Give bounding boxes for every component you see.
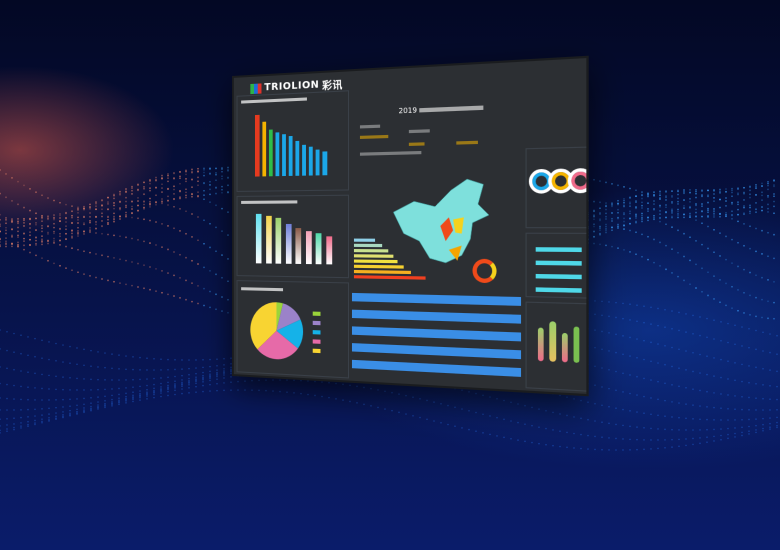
bar [316, 233, 322, 264]
bar [316, 150, 320, 176]
bar [266, 215, 272, 263]
video-wall: TRIOLION 彩讯 2019 [232, 76, 577, 376]
bar [286, 224, 292, 264]
bar [269, 129, 273, 176]
legend-swatch [313, 321, 321, 325]
hbar [354, 254, 393, 258]
bar [296, 228, 302, 264]
panel-gauges [526, 146, 589, 228]
bar [326, 236, 332, 265]
bar [262, 121, 266, 176]
hbar [354, 249, 388, 252]
bar [302, 144, 306, 175]
center-title: 2019 [399, 103, 484, 115]
legend-swatch [313, 330, 321, 334]
horizontal-bars [354, 239, 426, 282]
bar [255, 115, 259, 176]
bar [295, 141, 299, 176]
hbar [354, 265, 404, 269]
center-year: 2019 [399, 106, 417, 115]
panel-pie [237, 280, 349, 378]
data-table [352, 293, 521, 386]
panel-ranking-bars [237, 90, 349, 192]
legend-swatch [313, 339, 321, 343]
bar [276, 218, 282, 264]
panel-trophy-bars [237, 195, 349, 279]
legend-swatch [313, 349, 321, 353]
legend-swatch [313, 312, 321, 316]
panel-bubble-chart [526, 302, 589, 392]
bar [256, 214, 262, 263]
panel-progress-bars [526, 233, 589, 299]
hbar [354, 239, 375, 242]
bar [275, 132, 279, 176]
bar [323, 151, 327, 175]
bar [289, 136, 293, 176]
hbar [354, 259, 398, 263]
dashboard-screen: TRIOLION 彩讯 2019 [232, 56, 589, 397]
hbar [354, 244, 382, 247]
donut-chart [472, 259, 496, 283]
bar [282, 134, 286, 176]
bar [306, 231, 312, 264]
logo-mark-icon [250, 83, 261, 94]
hbar [354, 275, 426, 279]
bar [309, 146, 313, 175]
hbar [354, 270, 411, 274]
